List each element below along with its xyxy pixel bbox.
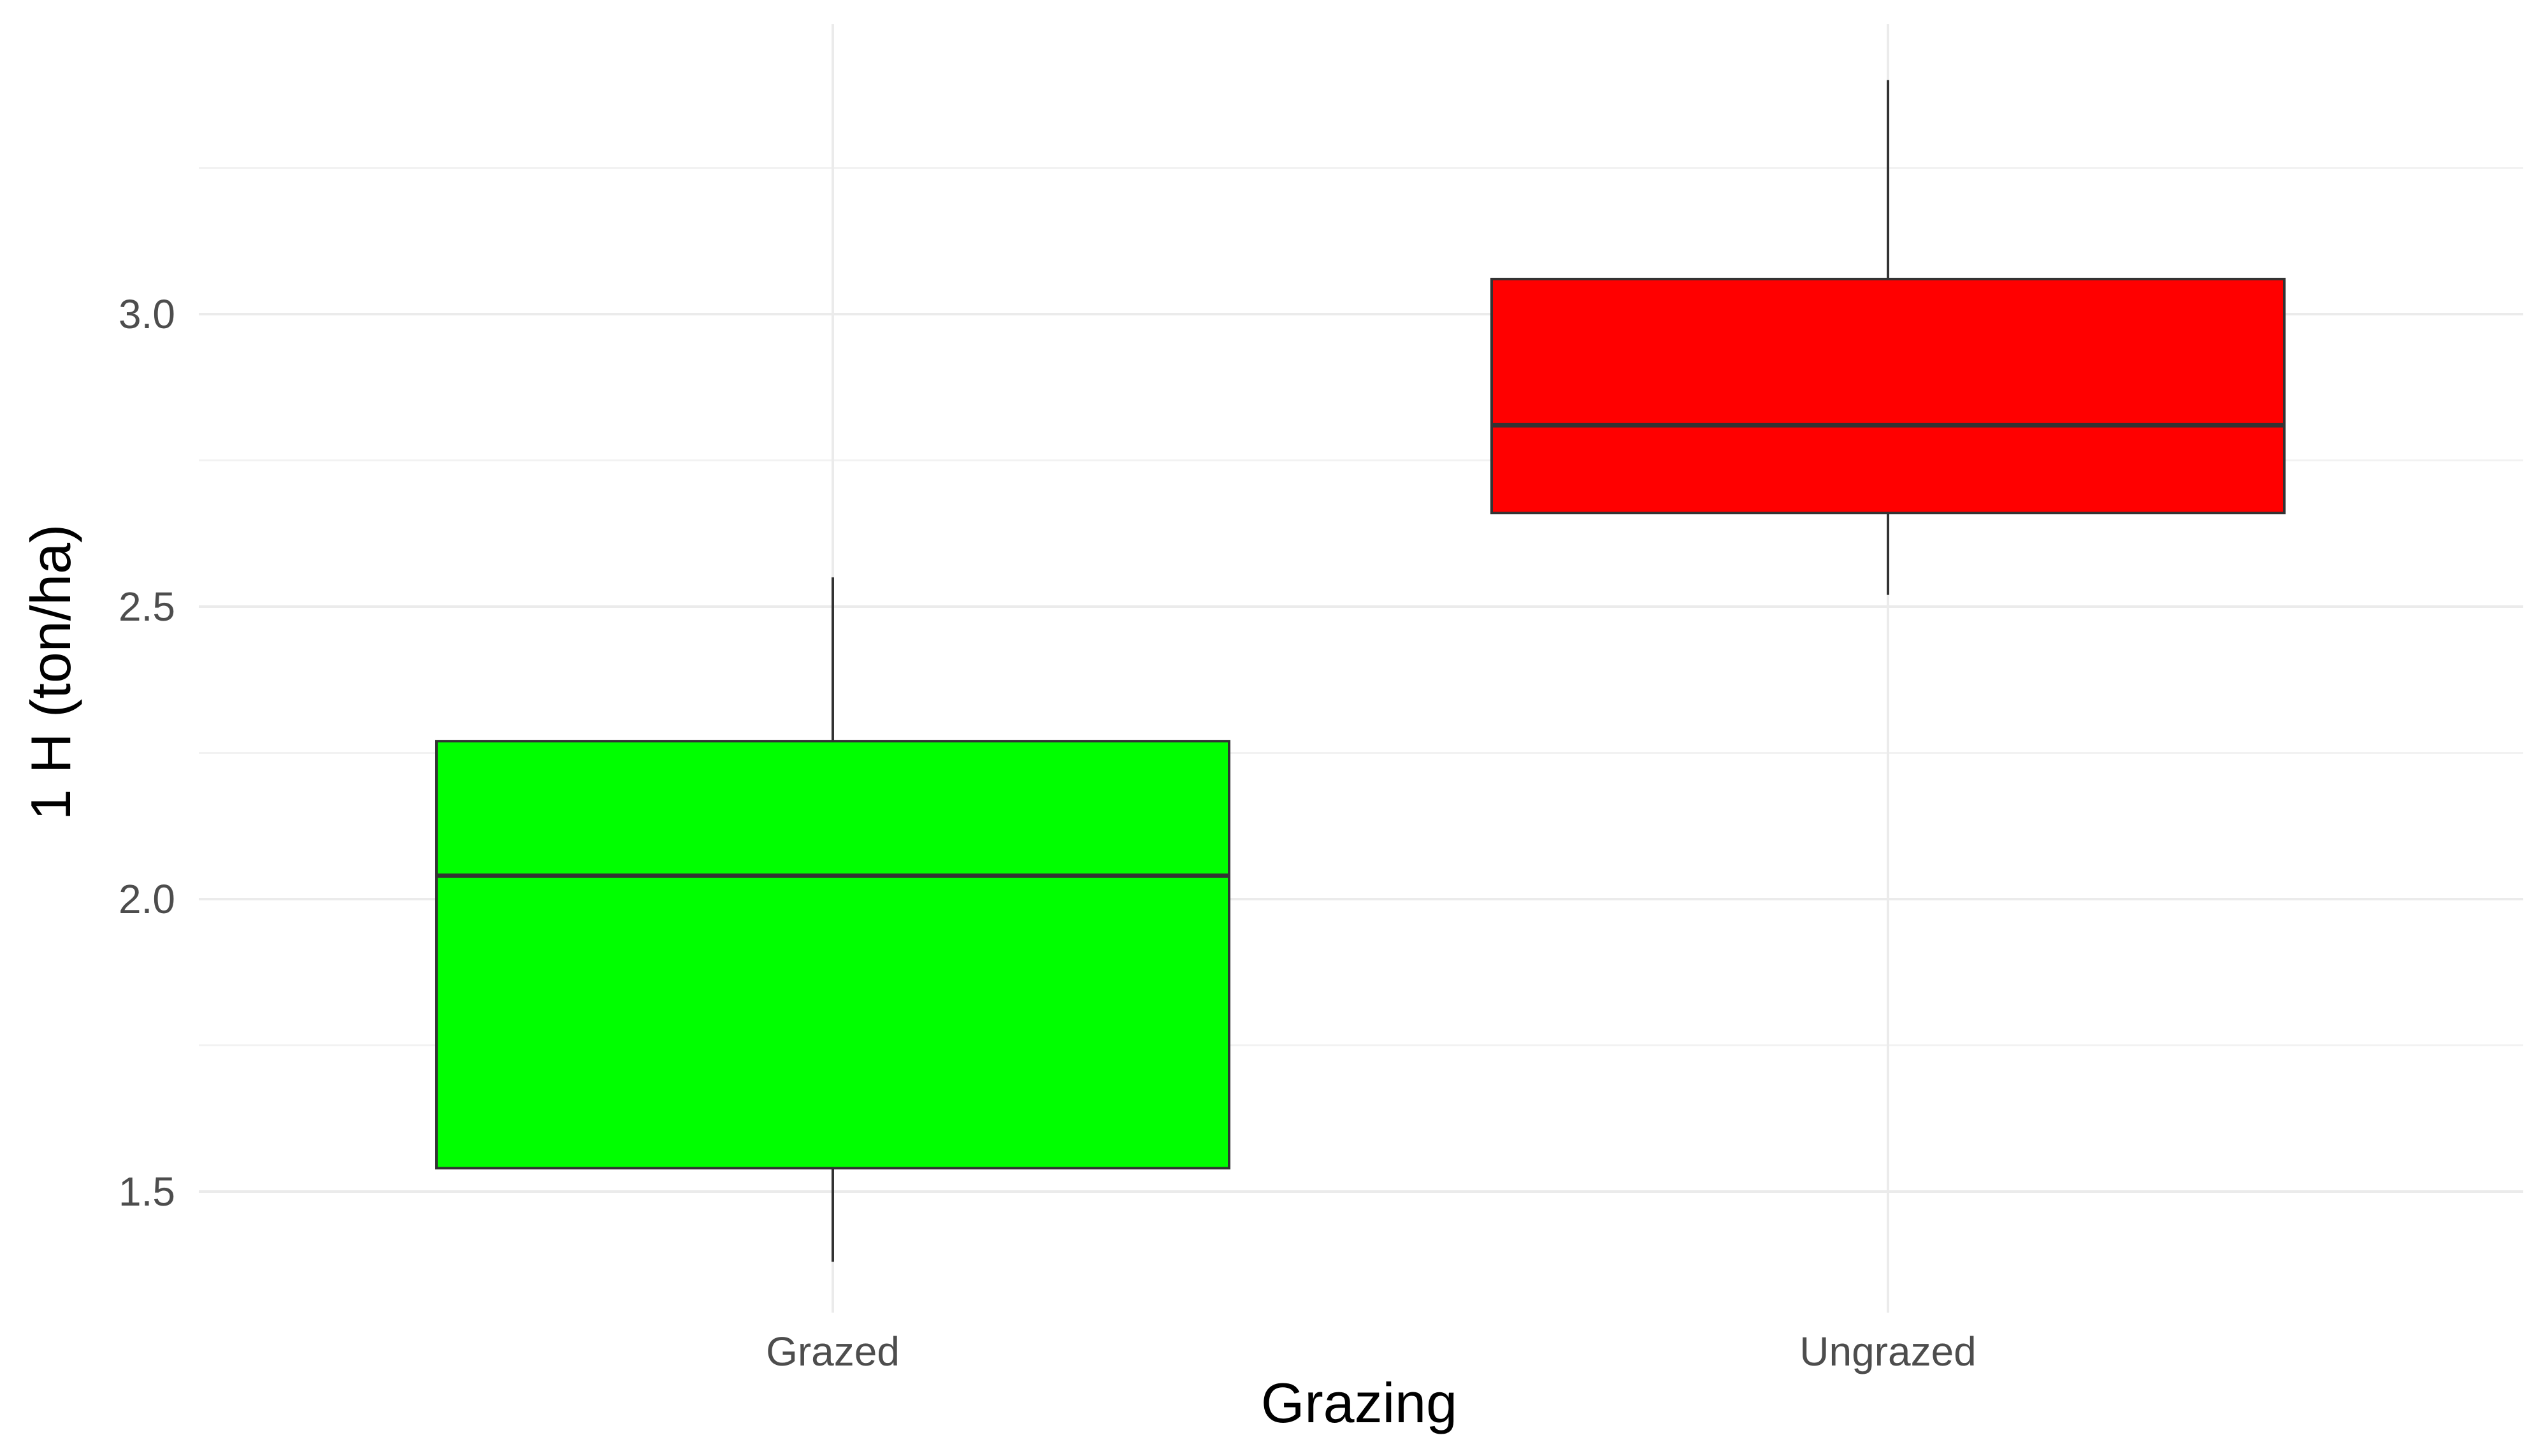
y-tick-label: 2.5 xyxy=(119,584,175,630)
interquartile-box xyxy=(435,740,1230,1170)
x-tick-label: Ungrazed xyxy=(1799,1329,1977,1374)
box-ungrazed xyxy=(1490,80,2286,595)
x-axis-ticks: Grazed Ungrazed xyxy=(766,1329,1977,1374)
y-axis-title: 1 H (ton/ha) xyxy=(19,524,82,821)
x-axis-title: Grazing xyxy=(1261,1371,1457,1434)
x-tick-label: Grazed xyxy=(766,1329,900,1374)
y-tick-label: 3.0 xyxy=(119,291,175,337)
y-tick-label: 1.5 xyxy=(119,1169,175,1215)
y-tick-label: 2.0 xyxy=(119,876,175,922)
interquartile-box xyxy=(1490,277,2286,515)
boxes xyxy=(435,80,2286,1262)
box-grazed xyxy=(435,577,1230,1262)
y-axis-ticks: 1.5 2.0 2.5 3.0 xyxy=(119,291,175,1215)
